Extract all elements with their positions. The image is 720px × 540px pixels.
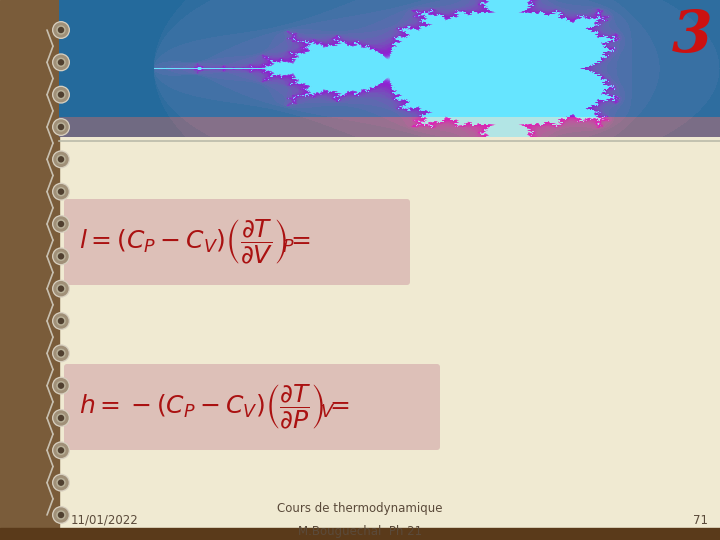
Circle shape [52,183,70,201]
Circle shape [54,411,68,425]
Circle shape [52,409,70,427]
Circle shape [54,185,68,199]
Circle shape [57,317,65,325]
Text: $\mathit{h} = -(C_P - C_V)\left(\dfrac{\partial T}{\partial P}\right)_{\!\!V}\!\: $\mathit{h} = -(C_P - C_V)\left(\dfrac{\… [79,382,350,431]
FancyBboxPatch shape [64,364,440,450]
Circle shape [58,28,63,32]
Circle shape [54,282,68,296]
Circle shape [52,280,70,298]
Circle shape [58,286,63,291]
Circle shape [57,285,65,293]
Circle shape [58,125,63,130]
Circle shape [57,58,65,66]
Circle shape [54,508,68,522]
Circle shape [52,150,70,168]
Circle shape [57,91,65,99]
Circle shape [54,120,68,134]
Circle shape [54,476,68,490]
Bar [0,0,59,540]
Circle shape [54,314,68,328]
Circle shape [57,220,65,228]
Circle shape [58,415,63,421]
Circle shape [58,512,63,517]
Circle shape [58,319,63,323]
Text: 11/01/2022: 11/01/2022 [71,514,139,526]
Circle shape [52,53,70,71]
Circle shape [54,346,68,360]
Circle shape [58,383,63,388]
Circle shape [52,215,70,233]
Bar [0,528,720,540]
Circle shape [58,189,63,194]
Circle shape [52,506,70,524]
Circle shape [52,118,70,136]
Circle shape [54,55,68,69]
Circle shape [52,474,70,491]
Circle shape [57,511,65,519]
Circle shape [57,123,65,131]
Circle shape [57,188,65,195]
Circle shape [58,480,63,485]
Circle shape [52,441,70,460]
Circle shape [52,312,70,330]
Circle shape [54,379,68,393]
Circle shape [54,152,68,166]
Circle shape [54,443,68,457]
Circle shape [58,157,63,162]
Text: Cours de thermodynamique: Cours de thermodynamique [277,502,443,515]
Circle shape [57,156,65,163]
Circle shape [58,448,63,453]
Circle shape [58,92,63,97]
Circle shape [57,478,65,487]
Circle shape [58,254,63,259]
FancyBboxPatch shape [64,199,410,285]
Circle shape [52,345,70,362]
Circle shape [58,60,63,65]
Circle shape [57,26,65,34]
Text: 71: 71 [693,514,708,526]
Circle shape [57,382,65,390]
Circle shape [54,249,68,264]
Circle shape [52,21,70,39]
Circle shape [54,217,68,231]
Text: M.Bouguechal  Ph 21: M.Bouguechal Ph 21 [298,525,422,538]
Circle shape [52,377,70,395]
Circle shape [57,447,65,454]
Text: $\mathit{l} = (C_P - C_V)\left(\dfrac{\partial T}{\partial V}\right)_{\!\!P}\!\!: $\mathit{l} = (C_P - C_V)\left(\dfrac{\p… [79,218,311,267]
Circle shape [52,247,70,265]
Circle shape [57,252,65,260]
Circle shape [57,414,65,422]
Circle shape [54,23,68,37]
Circle shape [52,86,70,104]
Circle shape [54,87,68,102]
Circle shape [58,221,63,226]
Circle shape [58,351,63,356]
Circle shape [57,349,65,357]
Text: 3: 3 [671,8,712,64]
